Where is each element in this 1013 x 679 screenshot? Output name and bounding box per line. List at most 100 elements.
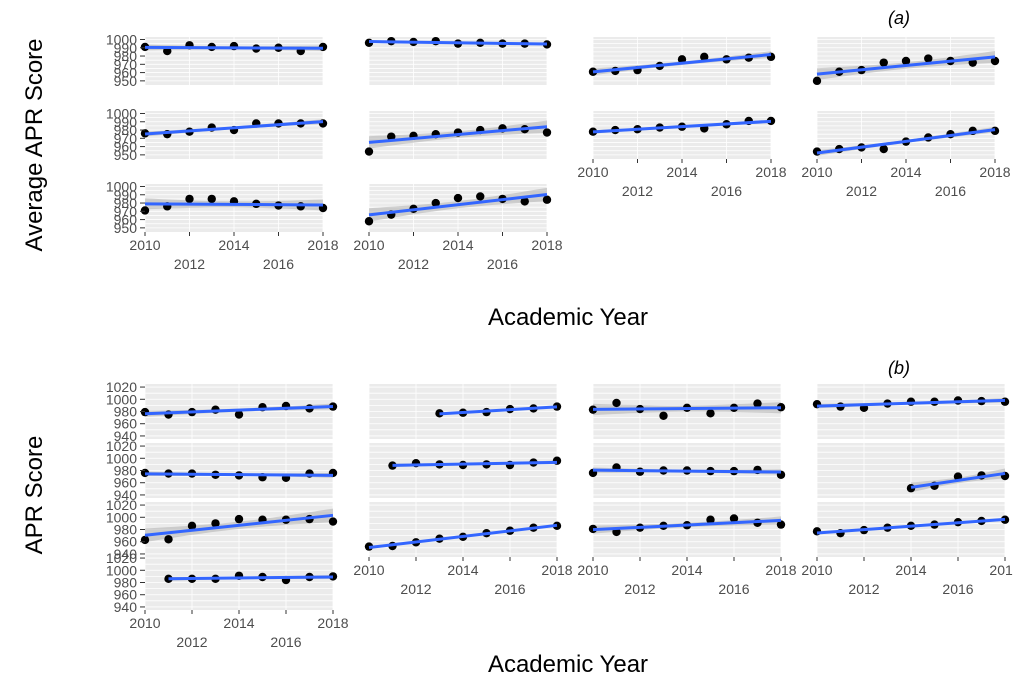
figure-a-x-tick-label: 2010 (577, 164, 608, 180)
figure-a-x-tick-label: 2016 (935, 183, 966, 199)
figure-b-x-tick-label: 2016 (942, 581, 973, 597)
figure-b-y-axis-title: APR Score (21, 436, 48, 555)
figure-a-x-tick-label: 2014 (666, 164, 697, 180)
trend-line (368, 125, 548, 144)
figure-b-y-tick-label: 1000 (106, 450, 137, 466)
figure-b-x-tick-label: 2012 (400, 581, 431, 597)
trend-line (144, 120, 324, 136)
figure-b-panel-r0c2 (588, 384, 786, 439)
figure-b-x-tick-label: 2012 (624, 581, 655, 597)
data-point (879, 144, 888, 154)
figure-a-x-tick-label: 2018 (307, 237, 338, 253)
figure-b-y-tick-label: 1020 (106, 379, 137, 395)
figure-a-panel-r0c1 (364, 36, 552, 85)
figure-b-y-tick-label: 980 (114, 404, 138, 420)
data-point (234, 514, 244, 524)
figure-a-panel-r0c2 (588, 37, 776, 85)
figure-b-y-tick-label: 960 (114, 475, 138, 491)
figure-a-y-tick-label: 990 (114, 40, 138, 56)
data-point (164, 574, 173, 584)
trend-line (592, 406, 782, 411)
data-point (612, 398, 621, 408)
data-point (328, 572, 338, 581)
figure-b-y-tick-label: 960 (114, 534, 138, 550)
figure-a-y-tick-label: 950 (114, 73, 138, 89)
figure-a-x-axis-title: Academic Year (488, 304, 648, 331)
figure-b-x-tick-label: 2014 (447, 562, 478, 578)
trend-line (816, 517, 1006, 535)
figure-b-y-tick-label: 980 (114, 575, 138, 591)
data-point (164, 535, 173, 544)
data-point (879, 58, 888, 67)
figure-b-panels: 1020100098096094010201000980960940102010… (106, 379, 1013, 650)
trend-line (592, 119, 772, 134)
figure-b-x-tick-label: 2018 (765, 562, 796, 578)
figure-b-x-tick-label: 2010 (353, 562, 384, 578)
trend-line (816, 128, 996, 155)
trend-line (144, 202, 324, 207)
data-point (700, 52, 709, 62)
figure-b-x-tick-label: 2012 (848, 581, 879, 597)
figure-a-x-tick-label: 2014 (442, 237, 473, 253)
figure-a-y-tick-label: 1000 (106, 31, 137, 47)
trend-line (392, 460, 558, 467)
data-point (431, 198, 440, 208)
data-point (140, 206, 150, 215)
figure-a-x-tick-label: 2016 (711, 183, 742, 199)
figure-b-y-tick-label: 1020 (106, 438, 137, 454)
figure-a-x-tick-label: 2014 (890, 164, 921, 180)
trend-line (368, 40, 548, 46)
data-point (729, 514, 739, 523)
figure-a-panel-r1c3 (812, 111, 1000, 159)
data-point (766, 116, 776, 126)
figure-a-panel-r1c2 (588, 111, 776, 159)
figure-a-y-tick-label: 970 (114, 203, 138, 219)
figure-b-y-tick-label: 960 (114, 416, 138, 432)
figure-b-panel-r2c0 (140, 502, 338, 557)
data-point (140, 535, 150, 545)
figure-a-panel-r0c0 (140, 37, 328, 85)
data-point (185, 194, 194, 204)
data-point (328, 517, 338, 526)
data-point (990, 56, 1000, 66)
trend-line (368, 193, 548, 217)
figure-b-tag: (b) (888, 358, 910, 378)
trend-line (816, 55, 996, 76)
data-point (753, 399, 762, 408)
figure-a-y-tick-label: 950 (114, 147, 138, 163)
figure-a-x-tick-label: 2014 (218, 237, 249, 253)
trend-line (592, 518, 782, 532)
figure-b-panel-r0c0 (140, 384, 338, 439)
figure-b-x-tick-label: 2016 (494, 581, 525, 597)
figure-a-x-tick-label: 2012 (398, 256, 429, 272)
data-point (706, 515, 715, 524)
figure-b-y-tick-label: 980 (114, 522, 138, 538)
figure-a-y-axis-title: Average APR Score (21, 38, 48, 251)
data-point (542, 40, 552, 49)
figure-a-x-tick-label: 2016 (487, 256, 518, 272)
data-point (207, 194, 216, 204)
figure-a-y-tick-label: 950 (114, 220, 138, 236)
figure-a-y-tick-label: 970 (114, 130, 138, 146)
figure-b-panel-r2c3 (812, 502, 1010, 557)
figure-b-x-tick-label: 2010 (577, 562, 608, 578)
figure-b-x-tick-label: 2014 (671, 562, 702, 578)
figure-a-x-tick-label: 2018 (755, 164, 786, 180)
figure-a-x-tick-label: 2010 (801, 164, 832, 180)
figure-a-panel-r1c1 (364, 111, 552, 159)
figure-a-y-tick-label: 1000 (106, 178, 137, 194)
figure-a-y-tick-label: 980 (114, 122, 138, 138)
figure-b-y-tick-label: 1020 (106, 550, 137, 566)
figure-b-x-tick-label: 2018 (989, 562, 1013, 578)
figure-a-x-tick-label: 2012 (846, 183, 877, 199)
figure-a-y-tick-label: 990 (114, 187, 138, 203)
trend-line (910, 471, 1006, 489)
figure-b-x-tick-label: 2014 (223, 615, 254, 631)
figure-a-x-tick-label: 2016 (263, 256, 294, 272)
figure-a-y-tick-label: 960 (114, 65, 138, 81)
figure-a-y-tick-label: 960 (114, 139, 138, 155)
figure-b-panel-r0c1 (368, 384, 562, 439)
figure-b-panel-r1c3 (816, 443, 1010, 498)
figure-b-y-tick-label: 1020 (106, 497, 137, 513)
